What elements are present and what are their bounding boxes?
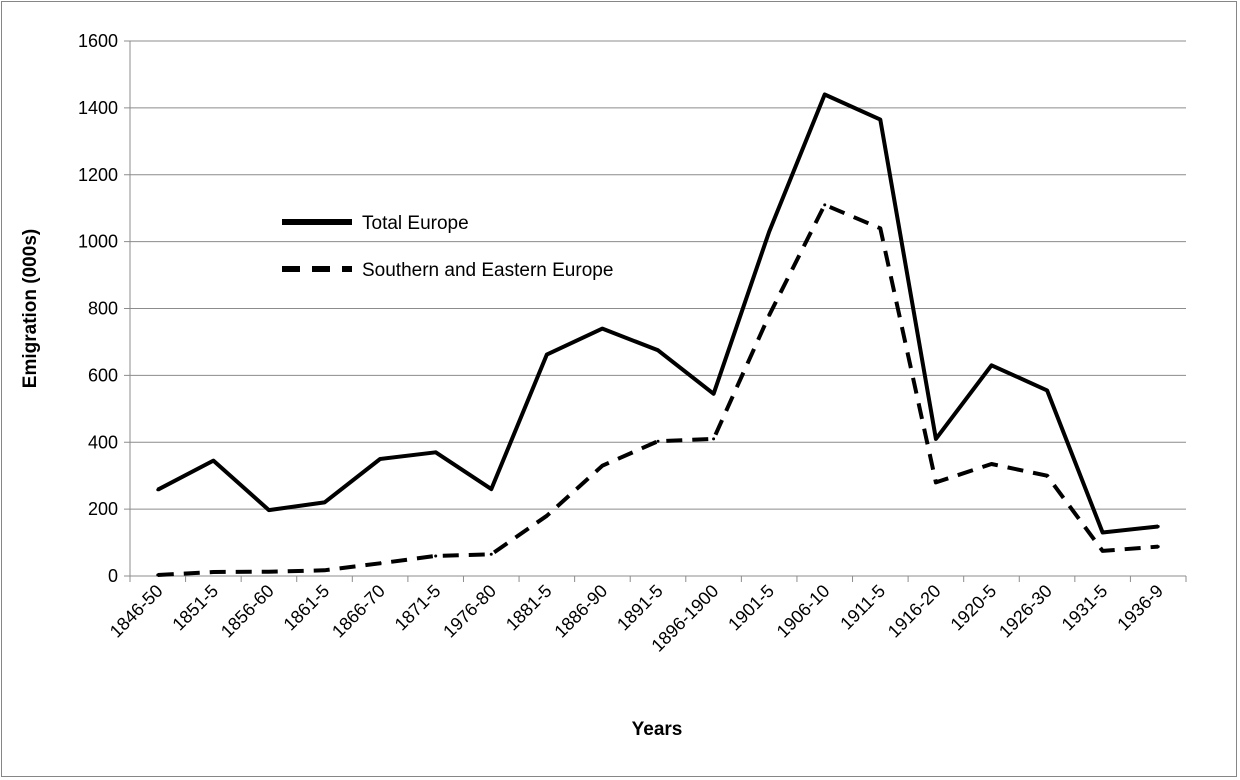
x-tick-label: 1856-60: [217, 581, 278, 642]
series-lines: [156, 92, 1160, 577]
data-point: [156, 488, 160, 492]
data-point: [1045, 388, 1049, 392]
x-tick-label: 1916-20: [884, 581, 945, 642]
data-point: [545, 514, 549, 518]
data-point: [1156, 545, 1160, 549]
axes: [124, 40, 1187, 582]
y-tick-labels: 0 200 400 600 800 1000 1200 1400 1600: [78, 31, 118, 586]
x-tick-label: 1886-90: [550, 581, 611, 642]
y-tick-label: 600: [88, 365, 118, 385]
data-point: [489, 487, 493, 491]
data-point: [323, 568, 327, 572]
data-point: [267, 508, 271, 512]
data-point: [934, 437, 938, 441]
x-tick-label: 1866-70: [328, 581, 389, 642]
data-point: [156, 573, 160, 577]
data-point: [267, 570, 271, 574]
data-point: [434, 554, 438, 558]
y-tick-label: 200: [88, 499, 118, 519]
data-point: [600, 464, 604, 468]
data-point: [934, 480, 938, 484]
data-point: [823, 203, 827, 207]
y-tick-label: 0: [108, 566, 118, 586]
data-point: [434, 450, 438, 454]
x-tick-label: 1891-5: [613, 581, 667, 635]
x-axis-title: Years: [632, 719, 683, 740]
x-tick-label: 1851-5: [168, 581, 222, 635]
x-tick-label: 1920-5: [947, 581, 1001, 635]
data-point: [712, 392, 716, 396]
x-tick-label: 1901-5: [724, 581, 778, 635]
data-point: [989, 462, 993, 466]
data-point: [1101, 531, 1105, 535]
data-point: [323, 500, 327, 504]
y-tick-label: 1600: [78, 31, 118, 51]
data-point: [989, 363, 993, 367]
x-tick-label: 1906-10: [773, 581, 834, 642]
x-tick-label: 1976-80: [439, 581, 500, 642]
data-point: [211, 570, 215, 574]
x-tick-label: 1936-9: [1113, 581, 1167, 635]
x-tick-label: 1846-50: [106, 581, 167, 642]
data-point: [656, 439, 660, 443]
gridlines: [130, 40, 1186, 510]
data-point: [823, 93, 827, 96]
data-point: [1101, 549, 1105, 553]
y-axis-title: Emigration (000s): [20, 229, 41, 388]
data-point: [878, 118, 882, 122]
data-point: [600, 327, 604, 331]
x-tick-label: 1881-5: [502, 581, 556, 635]
data-point: [211, 459, 215, 463]
data-point: [767, 230, 771, 234]
data-point: [378, 457, 382, 461]
legend-label: Total Europe: [362, 213, 469, 234]
y-tick-label: 1200: [78, 165, 118, 185]
data-point: [489, 552, 493, 556]
legend-label: Southern and Eastern Europe: [362, 260, 613, 281]
legend: Total Europe Southern and Eastern Europe: [282, 213, 613, 281]
data-point: [378, 561, 382, 565]
x-tick-label: 1926-30: [995, 581, 1056, 642]
y-tick-label: 1400: [78, 98, 118, 118]
data-point: [656, 348, 660, 352]
y-tick-label: 400: [88, 432, 118, 452]
x-tick-label: 1861-5: [280, 581, 334, 635]
data-point: [545, 353, 549, 357]
y-tick-label: 1000: [78, 232, 118, 252]
x-tick-label: 1931-5: [1058, 581, 1112, 635]
series-line-southern-eastern-europe: [157, 202, 1159, 577]
data-point: [1045, 474, 1049, 478]
data-point: [712, 437, 716, 441]
y-tick-label: 800: [88, 299, 118, 319]
data-point: [767, 313, 771, 317]
data-point: [1156, 525, 1160, 529]
x-tick-label: 1871-5: [391, 581, 445, 635]
data-point: [878, 226, 882, 230]
x-tick-label: 1911-5: [836, 581, 889, 634]
